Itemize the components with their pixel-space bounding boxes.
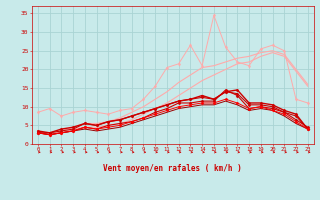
X-axis label: Vent moyen/en rafales ( km/h ): Vent moyen/en rafales ( km/h ): [103, 164, 242, 173]
